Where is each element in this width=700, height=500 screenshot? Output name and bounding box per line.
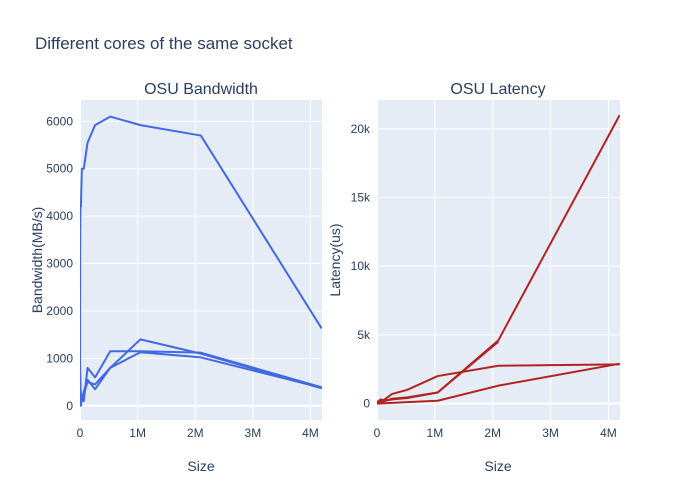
latency-y-tick-label: 5k <box>357 328 371 342</box>
latency-x-tick-label: 4M <box>600 426 617 440</box>
latency-y-tick-label: 15k <box>351 191 371 205</box>
bandwidth-x-tick-label: 1M <box>129 426 146 440</box>
bandwidth-x-axis-title: Size <box>187 458 214 474</box>
latency-subtitle: OSU Latency <box>450 81 545 98</box>
bandwidth-subtitle: OSU Bandwidth <box>144 81 258 98</box>
latency-x-axis-title: Size <box>484 458 511 474</box>
latency-y-tick-label: 20k <box>351 122 371 136</box>
latency-series-line-4 <box>377 340 499 405</box>
latency-x-tick-label: 2M <box>484 426 501 440</box>
bandwidth-y-tick-label: 1000 <box>46 351 73 365</box>
bandwidth-y-tick-label: 2000 <box>46 304 73 318</box>
bandwidth-x-tick-label: 0 <box>77 426 84 440</box>
latency-y-axis-title: Latency(us) <box>327 223 343 296</box>
bandwidth-series-line-3 <box>80 338 322 403</box>
bandwidth-plot-area <box>80 100 322 420</box>
latency-series-line-2 <box>377 363 620 405</box>
latency-y-tick-label: 0 <box>363 397 370 411</box>
bandwidth-y-tick-label: 6000 <box>46 114 73 128</box>
bandwidth-y-axis-title: Bandwidth(MB/s) <box>29 207 45 314</box>
bandwidth-y-tick-label: 5000 <box>46 162 73 176</box>
latency-panel: OSU Latency Size Latency(us) 0 5k 10k 15k 20… <box>327 81 620 474</box>
bandwidth-x-tick-label: 4M <box>302 426 319 440</box>
latency-x-tick-label: 1M <box>427 426 444 440</box>
latency-y-tick-label: 10k <box>351 259 371 273</box>
latency-x-tick-label: 0 <box>374 426 381 440</box>
latency-plot-area <box>377 100 620 420</box>
figure-title: Different cores of the same socket <box>35 34 293 53</box>
latency-series-line-3 <box>377 362 620 405</box>
latency-x-tick-label: 3M <box>542 426 559 440</box>
bandwidth-y-tick-label: 0 <box>66 399 73 413</box>
bandwidth-y-tick-label: 3000 <box>46 257 73 271</box>
bandwidth-x-tick-label: 2M <box>187 426 204 440</box>
bandwidth-series-line-1 <box>80 115 322 406</box>
bandwidth-x-tick-label: 3M <box>245 426 262 440</box>
bandwidth-series-line-4 <box>80 351 322 398</box>
bandwidth-panel: OSU Bandwidth Size Bandwidth(MB/s) 0 1000… <box>29 81 322 474</box>
bandwidth-y-tick-label: 4000 <box>46 209 73 223</box>
